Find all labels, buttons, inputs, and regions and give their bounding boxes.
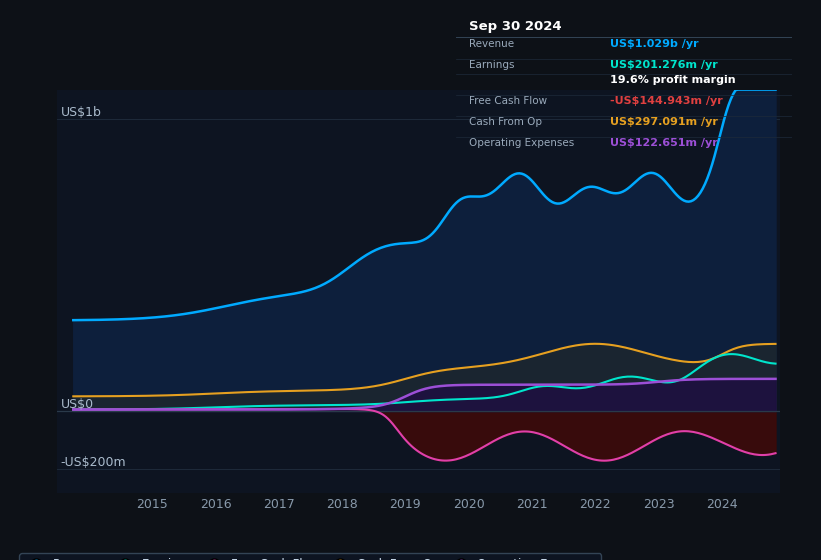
Text: Revenue: Revenue (469, 39, 514, 49)
Text: Cash From Op: Cash From Op (469, 117, 542, 127)
Text: 19.6% profit margin: 19.6% profit margin (611, 75, 736, 85)
Text: US$1.029b /yr: US$1.029b /yr (611, 39, 699, 49)
Text: -US$144.943m /yr: -US$144.943m /yr (611, 96, 723, 106)
Text: Operating Expenses: Operating Expenses (469, 138, 575, 148)
Text: -US$200m: -US$200m (61, 456, 126, 469)
Text: Earnings: Earnings (469, 60, 515, 70)
Text: US$297.091m /yr: US$297.091m /yr (611, 117, 718, 127)
Legend: Revenue, Earnings, Free Cash Flow, Cash From Op, Operating Expenses: Revenue, Earnings, Free Cash Flow, Cash … (20, 553, 601, 560)
Text: US$201.276m /yr: US$201.276m /yr (611, 60, 718, 70)
Text: Sep 30 2024: Sep 30 2024 (469, 20, 562, 33)
Text: Free Cash Flow: Free Cash Flow (469, 96, 548, 106)
Text: US$122.651m /yr: US$122.651m /yr (611, 138, 718, 148)
Text: US$0: US$0 (61, 398, 94, 411)
Text: US$1b: US$1b (61, 106, 102, 119)
